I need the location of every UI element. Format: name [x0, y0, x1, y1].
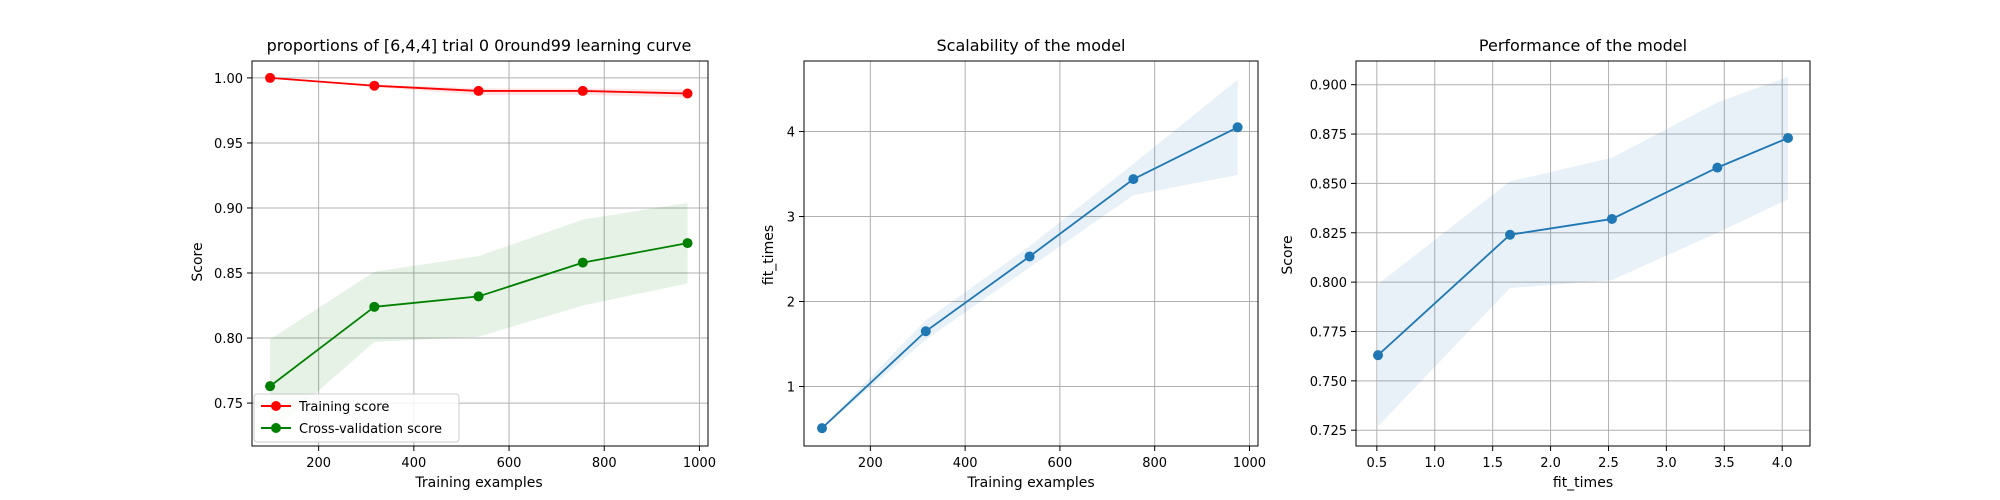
scalability-xtick-label: 400 — [953, 456, 978, 471]
learning-curve-series-1-point — [265, 381, 276, 392]
performance-series-0-point — [1782, 133, 1793, 143]
scalability-plot — [817, 79, 1243, 434]
scalability-xlabel: Training examples — [966, 475, 1094, 491]
learning-curve-series-1-point — [473, 291, 484, 302]
learning-curve-axes-frame — [251, 60, 709, 447]
learning-curve-series-0-point — [369, 80, 380, 91]
learning-curve-xtick-label: 600 — [497, 456, 522, 471]
learning-curve-series-0-point — [577, 85, 588, 96]
scalability-xtick-label: 200 — [858, 456, 883, 471]
learning-curve-xtick-label: 200 — [306, 456, 331, 471]
performance-xtick-label: 1.5 — [1482, 456, 1503, 471]
learning-curve-ytick-label: 0.75 — [214, 397, 243, 412]
learning-curve-series-0-point — [265, 72, 276, 83]
performance-series-0-point — [1606, 213, 1617, 224]
scalability-series-0-point — [1128, 174, 1139, 185]
performance-xtick-label: 2.5 — [1598, 456, 1619, 471]
learning-curve-ytick-label: 0.90 — [214, 202, 243, 217]
performance-ytick-label: 0.775 — [1310, 325, 1347, 340]
scalability-ytick-label: 2 — [787, 296, 795, 311]
legend-cv-marker — [271, 423, 281, 433]
learning-curve-series-0-point — [682, 88, 693, 99]
learning-curve-panel: proportions of [6,4,4] trial 0 0round99 … — [190, 36, 716, 491]
learning-curve-ylabel: Score — [190, 242, 206, 281]
learning-curve-plot — [265, 72, 693, 433]
performance-ytick-label: 0.725 — [1310, 424, 1347, 439]
learning-curve-series-1-point — [369, 301, 380, 312]
learning-curve-series-1-point — [682, 238, 693, 249]
performance-ytick-label: 0.900 — [1310, 79, 1347, 94]
performance-xtick-label: 1.0 — [1424, 456, 1445, 471]
performance-series-0-point — [1373, 350, 1384, 361]
scalability-ylabel: fit_times — [761, 225, 777, 285]
legend-box — [253, 393, 460, 443]
learning-curve-ytick-label: 0.95 — [214, 137, 243, 152]
learning-curve-series-0-point — [473, 85, 484, 96]
performance-series-0-band — [1378, 76, 1788, 427]
legend-training-marker — [271, 401, 281, 411]
performance-panel: Performance of the model fit_times Score… — [1280, 36, 1811, 491]
scalability-title: Scalability of the model — [937, 36, 1126, 55]
learning-curve-ticks: 200 400 600 800 1000 0.75 0.80 0.85 0.90 0.95 1.00 — [214, 72, 716, 471]
performance-ytick-label: 0.875 — [1310, 128, 1347, 143]
performance-xtick-label: 2.0 — [1540, 456, 1561, 471]
learning-curve-xtick-label: 1000 — [683, 456, 716, 471]
performance-plot — [1373, 76, 1793, 427]
legend-training-label: Training score — [298, 400, 389, 415]
scalability-axes-frame — [803, 60, 1259, 447]
scalability-panel: Scalability of the model Training exampl… — [761, 36, 1266, 491]
scalability-ytick-label: 4 — [787, 126, 795, 141]
performance-axes-frame — [1355, 60, 1811, 447]
performance-grid — [1356, 61, 1810, 446]
scalability-ticks: 200 400 600 800 1000 1 2 3 4 — [787, 126, 1266, 471]
scalability-xtick-label: 800 — [1142, 456, 1167, 471]
learning-curve-ytick-label: 1.00 — [214, 72, 243, 87]
performance-ytick-label: 0.750 — [1310, 375, 1347, 390]
scalability-grid — [804, 61, 1258, 446]
scalability-series-0-point — [1232, 122, 1243, 133]
legend-cv-label: Cross-validation score — [299, 422, 442, 437]
performance-xtick-label: 3.5 — [1714, 456, 1735, 471]
learning-curve-xtick-label: 800 — [592, 456, 617, 471]
performance-ytick-label: 0.800 — [1310, 276, 1347, 291]
scalability-series-0-point — [1024, 251, 1035, 262]
performance-title: Performance of the model — [1479, 36, 1687, 55]
performance-ytick-label: 0.825 — [1310, 227, 1347, 242]
scalability-ytick-label: 3 — [787, 211, 795, 226]
performance-ylabel: Score — [1280, 235, 1296, 274]
learning-curve-xlabel: Training examples — [414, 475, 542, 491]
scalability-ytick-label: 1 — [787, 381, 795, 396]
learning-curve-legend: Training score Cross-validation score — [253, 393, 460, 443]
scalability-series-0-point — [920, 326, 931, 337]
learning-curve-ytick-label: 0.85 — [214, 267, 243, 282]
learning-curve-series-1-point — [577, 257, 588, 268]
scalability-xtick-label: 600 — [1047, 456, 1072, 471]
performance-xtick-label: 4.0 — [1772, 456, 1793, 471]
performance-ticks: 0.5 1.0 1.5 2.0 2.5 3.0 3.5 4.0 0.725 0.750 0.775 0… — [1310, 79, 1793, 471]
performance-xtick-label: 3.0 — [1656, 456, 1677, 471]
learning-curve-ytick-label: 0.80 — [214, 332, 243, 347]
learning-curve-grid — [252, 61, 708, 446]
scalability-series-0-point — [817, 423, 828, 434]
learning-curve-title: proportions of [6,4,4] trial 0 0round99 … — [267, 36, 692, 55]
learning-curve-xtick-label: 400 — [401, 456, 426, 471]
performance-xtick-label: 0.5 — [1367, 456, 1388, 471]
performance-xlabel: fit_times — [1553, 475, 1613, 491]
performance-series-0-point — [1712, 162, 1723, 173]
performance-series-0-point — [1505, 229, 1516, 240]
scalability-xtick-label: 1000 — [1233, 456, 1266, 471]
performance-ytick-label: 0.850 — [1310, 177, 1347, 192]
